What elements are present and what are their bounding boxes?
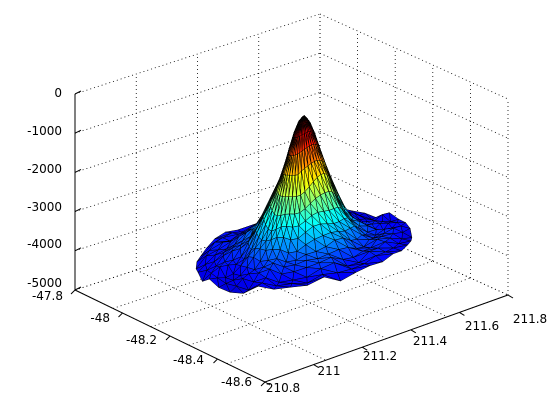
z-tick-label-3: -3000 bbox=[27, 200, 62, 214]
x-tick-mark bbox=[410, 329, 417, 334]
x-tick-label-1: 211 bbox=[318, 364, 341, 378]
wall-grid-z bbox=[74, 209, 321, 291]
axis-lines bbox=[70, 90, 514, 387]
x-tick-mark bbox=[264, 381, 271, 386]
x-tick-label-0: 210.8 bbox=[266, 381, 300, 395]
y-tick-mark bbox=[260, 381, 266, 387]
surface-facet bbox=[209, 277, 219, 288]
wall-grid-z bbox=[319, 131, 509, 217]
z-tick-mark bbox=[74, 129, 82, 134]
z-tick-label-4: -4000 bbox=[27, 237, 62, 251]
z-tick-label-2: -2000 bbox=[27, 162, 62, 176]
y-tick-mark bbox=[118, 312, 123, 318]
x-tick-mark bbox=[507, 294, 514, 299]
surface-mesh bbox=[195, 115, 413, 294]
y-tick-label-3: -48.4 bbox=[173, 353, 204, 367]
surface-facet bbox=[243, 285, 259, 294]
z-tick-mark bbox=[74, 90, 82, 95]
y-tick-mark bbox=[165, 335, 171, 341]
surface-facet bbox=[396, 218, 406, 223]
floor-grid-y bbox=[197, 249, 387, 339]
z-tick-mark bbox=[74, 286, 82, 291]
z-tick-mark bbox=[74, 168, 82, 173]
z-tick-label-5: -5000 bbox=[27, 276, 62, 290]
wall-grid-z bbox=[74, 170, 321, 252]
floor-grid-y bbox=[258, 229, 448, 318]
wall-grid-z bbox=[319, 52, 509, 139]
z-tick-label-0: 0 bbox=[54, 86, 62, 100]
wall-grid-z bbox=[74, 92, 321, 173]
y-tick-mark bbox=[70, 289, 76, 295]
floor-grid-x bbox=[226, 277, 471, 364]
y-tick-label-1: -48 bbox=[90, 311, 110, 325]
surface-facet bbox=[218, 283, 231, 293]
wall-grid-z bbox=[319, 92, 509, 178]
y-tick-label-0: -47.8 bbox=[32, 289, 63, 303]
y-tick-label-2: -48.2 bbox=[126, 333, 157, 347]
z-tick-mark bbox=[74, 208, 82, 213]
y-tick-label-4: -48.6 bbox=[221, 375, 252, 389]
z-tick-label-1: -1000 bbox=[27, 124, 62, 138]
z-tick-mark bbox=[74, 247, 82, 252]
wall-grid-z bbox=[319, 13, 509, 100]
floor-grid-y bbox=[136, 269, 326, 361]
wall-grid-z bbox=[74, 131, 321, 212]
x-tick-label-2: 211.2 bbox=[363, 349, 397, 363]
x-axis-line bbox=[264, 294, 509, 383]
surface-facet bbox=[229, 285, 244, 294]
wall-grid-z bbox=[74, 13, 321, 95]
x-tick-mark bbox=[313, 364, 319, 369]
x-tick-mark bbox=[459, 311, 465, 316]
x-tick-label-4: 211.6 bbox=[465, 319, 499, 333]
x-tick-label-5: 211.8 bbox=[513, 312, 547, 326]
surface-facet bbox=[257, 282, 275, 290]
x-tick-label-3: 211.4 bbox=[413, 334, 447, 348]
surface-facet bbox=[273, 285, 291, 290]
y-tick-mark bbox=[213, 358, 218, 364]
floor-grid-x bbox=[188, 260, 433, 346]
wall-grid-z bbox=[74, 52, 321, 134]
x-tick-mark bbox=[361, 346, 368, 351]
tick-labels: 0 -1000 -2000 -3000 -4000 -5000 -47.8 -4… bbox=[27, 86, 547, 395]
